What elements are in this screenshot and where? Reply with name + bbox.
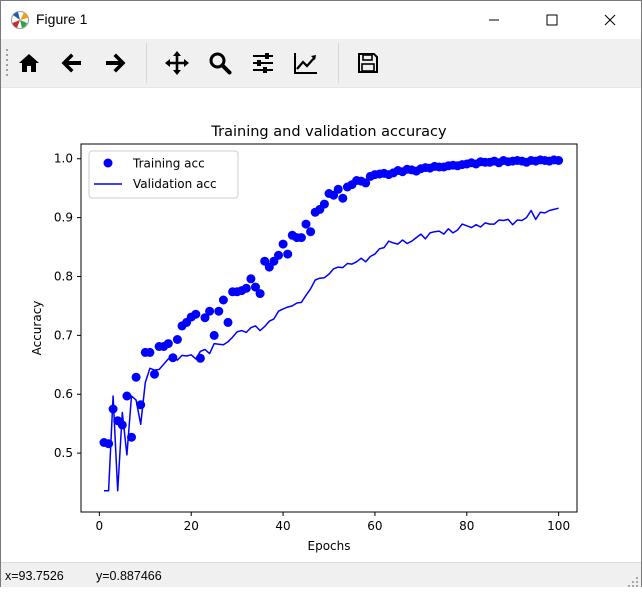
training-acc-point <box>338 193 348 203</box>
toolbar-separator <box>146 43 147 83</box>
training-acc-point <box>122 391 132 401</box>
training-acc-point <box>218 295 228 305</box>
training-acc-point <box>108 404 118 414</box>
subplots-button[interactable] <box>245 45 281 81</box>
training-acc-point <box>205 306 215 316</box>
training-acc-point <box>145 347 155 357</box>
chart-title: Training and validation accuracy <box>210 124 447 140</box>
validation-acc-line <box>104 207 559 492</box>
floppy-disk-icon <box>358 53 378 73</box>
legend-box <box>88 150 239 199</box>
toolbar-grip[interactable] <box>5 45 9 81</box>
x-tick-label: 0 <box>96 519 104 533</box>
zoom-button[interactable] <box>202 45 238 81</box>
minimize-button[interactable] <box>471 1 517 39</box>
training-acc-point <box>191 309 201 319</box>
cursor-x-readout: x=93.7526 <box>5 569 64 583</box>
training-acc-point <box>127 432 136 442</box>
y-tick-label: 1.0 <box>54 152 73 166</box>
x-tick-label: 20 <box>184 519 199 533</box>
training-acc-point <box>301 219 311 229</box>
legend: Training acc Validation acc <box>88 150 239 199</box>
training-acc-point <box>131 372 141 382</box>
training-acc-point <box>246 274 256 284</box>
status-bar: x=93.7526 y=0.887466 <box>1 562 641 587</box>
sliders-icon <box>253 53 273 73</box>
arrow-left-icon <box>61 53 81 73</box>
training-acc-point <box>209 330 219 340</box>
move-icon <box>165 51 189 75</box>
training-acc-point <box>200 313 210 323</box>
y-tick-label: 0.6 <box>54 387 73 401</box>
close-button[interactable] <box>587 1 633 39</box>
training-acc-point <box>136 400 146 410</box>
save-button[interactable] <box>350 45 386 81</box>
training-acc-point <box>255 289 265 299</box>
matplotlib-icon <box>10 10 30 30</box>
training-acc-point <box>554 156 564 165</box>
x-tick-label: 60 <box>367 519 382 533</box>
legend-marker-training <box>103 158 113 168</box>
training-acc-point <box>150 369 159 379</box>
y-axis-label: Accuracy <box>30 301 44 356</box>
training-acc-point <box>278 239 288 249</box>
x-tick-label: 80 <box>459 519 474 533</box>
window-title: Figure 1 <box>36 11 88 27</box>
legend-label-validation: Validation acc <box>133 177 217 191</box>
title-bar[interactable]: Figure 1 <box>1 1 641 39</box>
arrow-right-icon <box>106 53 126 73</box>
training-acc-point <box>274 250 283 260</box>
training-acc-point <box>241 283 251 293</box>
training-acc-point <box>104 439 114 449</box>
training-acc-point <box>117 420 127 430</box>
legend-label-training: Training acc <box>132 157 205 171</box>
training-acc-point <box>283 249 293 259</box>
training-acc-point <box>223 317 233 327</box>
close-icon <box>604 14 616 26</box>
figure-canvas[interactable]: 0 20 40 60 80 100 0.5 0.6 0.7 0.8 0.9 1.0 Training … <box>1 88 641 561</box>
training-acc-point <box>251 282 260 292</box>
training-acc-point <box>168 353 178 363</box>
back-button[interactable] <box>54 45 90 81</box>
training-acc-point <box>214 306 224 316</box>
home-icon <box>19 54 39 72</box>
training-acc-point <box>333 184 343 194</box>
resize-grip[interactable] <box>627 573 639 587</box>
y-tick-label: 0.5 <box>54 446 73 460</box>
x-tick-label: 100 <box>547 519 570 533</box>
magnifier-icon <box>209 52 232 75</box>
maximize-icon <box>546 14 558 26</box>
training-acc-point <box>319 199 329 209</box>
forward-button[interactable] <box>97 45 133 81</box>
training-acc-point <box>195 353 205 363</box>
training-acc-point <box>306 227 316 237</box>
training-acc-point <box>163 339 173 349</box>
training-acc-point <box>361 178 371 188</box>
pan-button[interactable] <box>159 45 195 81</box>
axes-frame <box>80 143 578 513</box>
navigation-toolbar <box>1 39 641 88</box>
training-acc-point <box>172 335 182 344</box>
x-axis-label: Epochs <box>308 539 351 553</box>
customize-button[interactable] <box>288 45 324 81</box>
home-button[interactable] <box>11 45 47 81</box>
training-acc-point <box>296 233 306 243</box>
minimize-icon <box>489 19 499 21</box>
toolbar-separator <box>338 43 339 83</box>
chart-line-icon <box>294 53 317 74</box>
maximize-button[interactable] <box>529 1 575 39</box>
y-tick-label: 0.8 <box>54 269 73 283</box>
y-tick-label: 0.7 <box>54 328 73 342</box>
cursor-y-readout: y=0.887466 <box>96 569 162 583</box>
x-tick-label: 40 <box>275 519 290 533</box>
accuracy-chart[interactable]: 0 20 40 60 80 100 0.5 0.6 0.7 0.8 0.9 1.0 Training … <box>1 88 641 561</box>
y-tick-label: 0.9 <box>54 211 73 225</box>
